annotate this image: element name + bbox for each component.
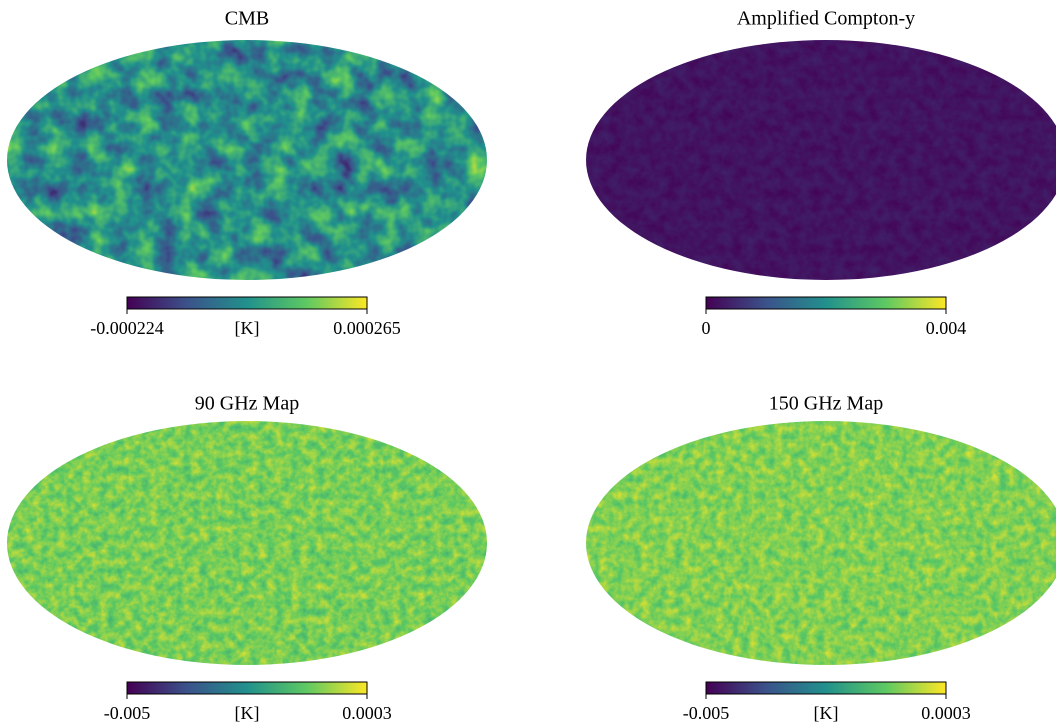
panel-title: Amplified Compton-y xyxy=(737,8,915,30)
colorbar-max-label: 0.0003 xyxy=(921,703,971,723)
sky-map xyxy=(586,40,1056,280)
colorbar xyxy=(126,681,368,695)
colorbar xyxy=(126,296,368,310)
colorbar xyxy=(705,296,947,310)
colorbar-unit: [K] xyxy=(235,703,260,723)
colorbar-unit: [K] xyxy=(814,703,839,723)
colorbar-min-label: -0.005 xyxy=(104,703,151,723)
colorbar-min-label: -0.005 xyxy=(683,703,730,723)
colorbar-max-label: 0.004 xyxy=(926,318,967,338)
colorbar-min-label: -0.000224 xyxy=(90,318,164,338)
sky-map xyxy=(7,421,487,665)
colorbar-max-label: 0.000265 xyxy=(333,318,401,338)
sky-map xyxy=(7,40,487,280)
panel-title: CMB xyxy=(225,8,269,30)
colorbar-max-label: 0.0003 xyxy=(342,703,392,723)
colorbar-unit: [K] xyxy=(235,318,260,338)
colorbar-min-label: 0 xyxy=(702,318,711,338)
panel-title: 90 GHz Map xyxy=(195,393,299,415)
colorbar xyxy=(705,681,947,695)
panel-title: 150 GHz Map xyxy=(769,393,883,415)
sky-map xyxy=(586,421,1056,665)
